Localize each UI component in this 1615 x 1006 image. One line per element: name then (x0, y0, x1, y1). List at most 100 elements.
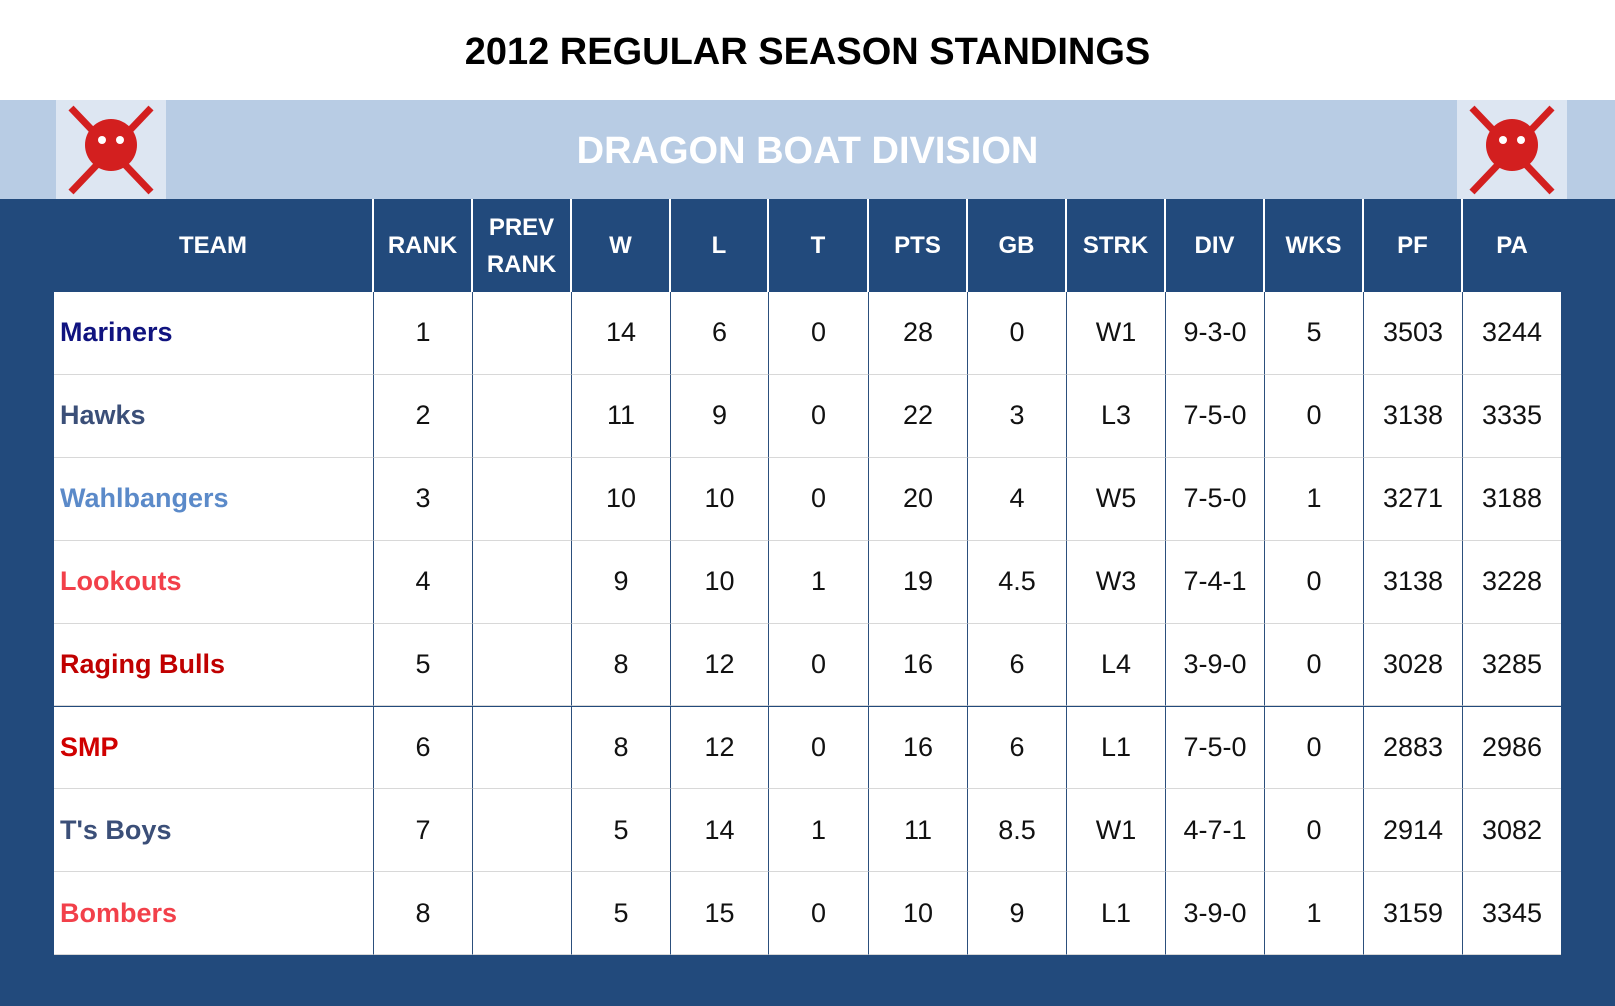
stat-cell: 3335 (1463, 374, 1561, 458)
stat-cell: 0 (769, 457, 869, 541)
stat-cell: 12 (671, 623, 769, 707)
stat-cell: 0 (769, 706, 869, 790)
stat-cell: 12 (671, 706, 769, 790)
team-name: Hawks (54, 374, 374, 458)
stat-cell: 4 (968, 457, 1067, 541)
stat-cell: 16 (869, 706, 968, 790)
stat-cell: 0 (769, 623, 869, 707)
column-header: PA (1496, 232, 1528, 259)
stat-cell: 7-5-0 (1166, 706, 1265, 790)
stat-cell: 10 (671, 457, 769, 541)
stat-cell: 0 (968, 292, 1067, 375)
column-header: WKS (1265, 199, 1364, 292)
stat-cell (473, 872, 572, 956)
stat-cell: W5 (1067, 457, 1166, 541)
stat-cell: 3138 (1364, 540, 1463, 624)
stat-cell: 6 (968, 706, 1067, 790)
stat-cell: 0 (769, 374, 869, 458)
stat-cell (473, 706, 572, 790)
team-name: SMP (54, 706, 374, 790)
stat-cell: W3 (1067, 540, 1166, 624)
stat-cell: 9 (572, 540, 671, 624)
stat-cell: 6 (968, 623, 1067, 707)
logo (56, 100, 166, 199)
stat-cell: 5 (1265, 292, 1364, 375)
stat-cell: 0 (1265, 706, 1364, 790)
stat-cell: 6 (671, 292, 769, 375)
column-header: PF (1364, 199, 1463, 292)
stat-cell: 14 (572, 292, 671, 375)
column-header: DIV (1166, 199, 1265, 292)
team-name: Lookouts (54, 540, 374, 624)
stat-cell: 3228 (1463, 540, 1561, 624)
stat-cell: 3345 (1463, 872, 1561, 956)
stat-cell: 3188 (1463, 457, 1561, 541)
stat-cell: 5 (572, 872, 671, 956)
stat-cell: 7-5-0 (1166, 457, 1265, 541)
stat-cell: 0 (1265, 623, 1364, 707)
stat-cell: 11 (572, 374, 671, 458)
stat-cell: 0 (1265, 789, 1364, 873)
stat-cell (473, 457, 572, 541)
stat-cell: 7-4-1 (1166, 540, 1265, 624)
stat-cell: 15 (671, 872, 769, 956)
stat-cell: 2986 (1463, 706, 1561, 790)
stat-cell: 3503 (1364, 292, 1463, 375)
team-name: Wahlbangers (54, 457, 374, 541)
stat-cell: 3 (968, 374, 1067, 458)
stat-cell (473, 789, 572, 873)
column-header: GB (968, 199, 1067, 292)
stat-cell: 22 (869, 374, 968, 458)
stat-cell: 3138 (1364, 374, 1463, 458)
stat-cell: 5 (374, 623, 473, 707)
column-header: RANK (374, 199, 473, 292)
stat-cell: 8.5 (968, 789, 1067, 873)
page-title: 2012 REGULAR SEASON STANDINGS (464, 31, 1151, 73)
stat-cell (473, 540, 572, 624)
stat-cell: 3244 (1463, 292, 1561, 375)
stat-cell: 3-9-0 (1166, 872, 1265, 956)
stat-cell: 9-3-0 (1166, 292, 1265, 375)
column-header: PREV RANK (473, 199, 572, 292)
stat-cell: L1 (1067, 872, 1166, 956)
stat-cell: 3082 (1463, 789, 1561, 873)
stat-cell: 8 (374, 872, 473, 956)
standings-table: TEAM RANK PREV RANK W L T PTS GB STRK DIV WKS PF PA M… (0, 199, 1615, 1006)
stat-cell: 6 (374, 706, 473, 790)
stat-cell (473, 374, 572, 458)
stat-cell: 3-9-0 (1166, 623, 1265, 707)
team-name: Bombers (54, 872, 374, 956)
stat-cell: 3 (374, 457, 473, 541)
stat-cell: 1 (769, 540, 869, 624)
team-name: Mariners (54, 292, 374, 375)
stat-cell: 11 (869, 789, 968, 873)
stat-cell: 9 (968, 872, 1067, 956)
stat-cell: 3159 (1364, 872, 1463, 956)
stat-cell: 2914 (1364, 789, 1463, 873)
logo (1457, 100, 1567, 199)
stat-cell: 7-5-0 (1166, 374, 1265, 458)
stat-cell: 16 (869, 623, 968, 707)
stat-cell (473, 623, 572, 707)
stat-cell: 8 (572, 623, 671, 707)
team-name: T's Boys (54, 789, 374, 873)
stat-cell: 10 (572, 457, 671, 541)
stat-cell: 0 (769, 872, 869, 956)
stat-cell: 28 (869, 292, 968, 375)
stat-cell: W1 (1067, 292, 1166, 375)
column-header: W (572, 199, 671, 292)
stat-cell: 1 (769, 789, 869, 873)
division-title: DRAGON BOAT DIVISION (576, 130, 1039, 172)
stat-cell: 1 (1265, 872, 1364, 956)
stat-cell: L4 (1067, 623, 1166, 707)
stat-cell: 4.5 (968, 540, 1067, 624)
stat-cell: 10 (869, 872, 968, 956)
division-band: DRAGON BOAT DIVISION (0, 100, 1615, 199)
stat-cell: 3285 (1463, 623, 1561, 707)
stat-cell: 2883 (1364, 706, 1463, 790)
stat-cell: 19 (869, 540, 968, 624)
stat-cell: 1 (374, 292, 473, 375)
stat-cell: L3 (1067, 374, 1166, 458)
stat-cell: 8 (572, 706, 671, 790)
